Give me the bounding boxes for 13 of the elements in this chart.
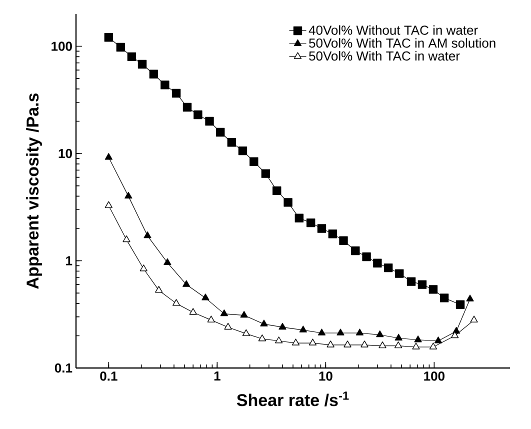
y-tick-label: 1 [66, 256, 72, 266]
x-tick-label: 100 [424, 372, 444, 381]
x-axis-title: Shear rate /s$^{-1}$ [236, 392, 349, 406]
legend-label: 50Vol% With TAC in water [309, 51, 460, 61]
y-axis-title: Apparent viscosity /Pa.s [26, 93, 42, 289]
x-tick-label: 1 [214, 372, 220, 380]
x-tick-label: 0.1 [100, 372, 118, 381]
y-tick-label: 0.1 [54, 363, 72, 373]
x-tick-label: 10 [319, 372, 332, 381]
y-tick-label: 100 [52, 42, 72, 51]
legend-label: 50Vol% With TAC in AM solution [309, 38, 496, 48]
legend-label: 40Vol% Without TAC in water [308, 25, 478, 35]
y-tick-label: 10 [58, 148, 72, 158]
